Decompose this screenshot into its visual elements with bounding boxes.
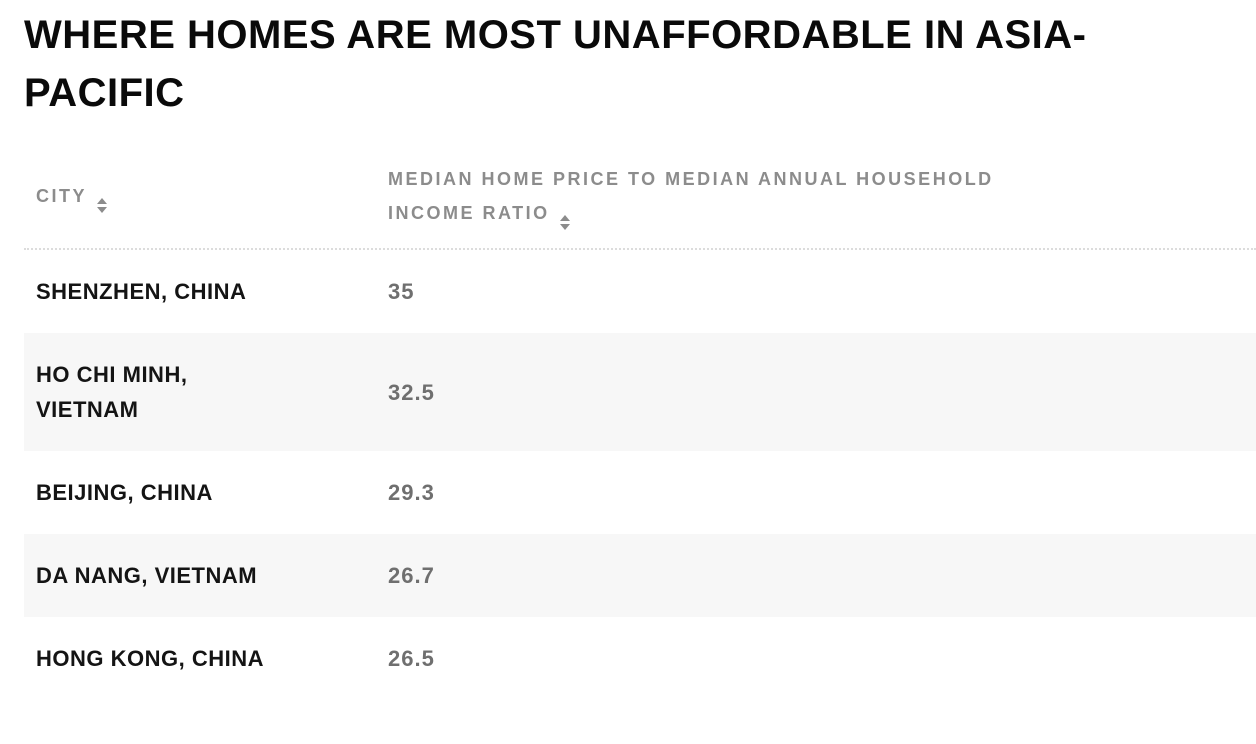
- column-header-ratio[interactable]: MEDIAN HOME PRICE TO MEDIAN ANNUAL HOUSE…: [388, 162, 1256, 230]
- table-row: BEIJING, CHINA 29.3: [24, 451, 1256, 534]
- city-cell: DA NANG, VIETNAM: [36, 563, 258, 588]
- sort-arrows-icon: [97, 198, 108, 213]
- city-cell: HONG KONG, CHINA: [36, 646, 264, 671]
- ratio-cell: 35: [388, 279, 415, 304]
- sort-arrows-icon: [559, 215, 570, 230]
- table-row: DA NANG, VIETNAM 26.7: [24, 534, 1256, 617]
- ratio-cell: 29.3: [388, 480, 435, 505]
- column-header-ratio-label: MEDIAN HOME PRICE TO MEDIAN ANNUAL HOUSE…: [388, 169, 994, 223]
- ratio-cell: 26.7: [388, 563, 435, 588]
- city-cell: BEIJING, CHINA: [36, 480, 213, 505]
- table-row: HO CHI MINH, VIETNAM 32.5: [24, 333, 1256, 451]
- table-widget: WHERE HOMES ARE MOST UNAFFORDABLE IN ASI…: [24, 6, 1256, 700]
- ratio-cell: 32.5: [388, 379, 435, 405]
- table-header-row: CITY MEDIAN HOME PRICE TO MEDIAN ANNUAL …: [24, 162, 1256, 250]
- page-title: WHERE HOMES ARE MOST UNAFFORDABLE IN ASI…: [24, 13, 1087, 115]
- ratio-cell: 26.5: [388, 646, 435, 671]
- table-row: HONG KONG, CHINA 26.5: [24, 617, 1256, 700]
- column-header-city[interactable]: CITY: [36, 179, 388, 213]
- table-row: SHENZHEN, CHINA 35: [24, 250, 1256, 333]
- city-cell: HO CHI MINH, VIETNAM: [36, 362, 188, 422]
- column-header-city-label: CITY: [36, 186, 88, 206]
- unaffordable-homes-table: CITY MEDIAN HOME PRICE TO MEDIAN ANNUAL …: [24, 162, 1256, 700]
- city-cell: SHENZHEN, CHINA: [36, 279, 247, 304]
